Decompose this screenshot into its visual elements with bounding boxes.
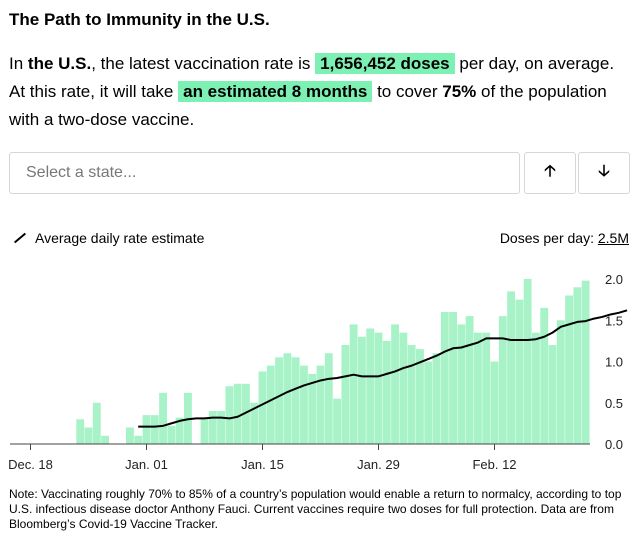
time-highlight: an estimated 8 months [178,81,373,102]
bar [498,316,507,445]
state-select-placeholder: Select a state... [26,164,137,181]
bar [217,411,226,444]
summary-part-3: per day, on average. At this rate, it wi… [9,54,615,101]
bar [126,427,134,444]
chart-legend: Average daily rate estimate [13,230,204,246]
bar [465,316,474,445]
summary-part-5: of the population with a two-dose vaccin… [9,82,607,129]
sort-down-button[interactable]: 🡣 [578,152,630,194]
bar [391,324,400,445]
units-max: 2.5M [597,230,629,246]
bar [416,349,424,444]
bar [101,435,110,444]
bar [565,295,574,444]
bar [208,411,217,444]
bar [540,307,549,445]
average-rate-line [138,309,628,428]
summary-part-2: , the latest vaccination rate is [91,54,316,73]
bar [283,353,292,444]
bar [424,361,433,444]
sort-up-button[interactable]: 🡡 [524,152,576,194]
bar [233,383,242,444]
bar [482,332,491,444]
bar [159,392,168,444]
y-tick-label: 0.5 [605,396,623,411]
bar [200,419,209,444]
bar [474,332,482,444]
y-axis: 0.0 0.5 1.0 1.5 2.0 [605,272,623,452]
bar [507,291,516,445]
page-title: The Path to Immunity in the U.S. [9,10,270,29]
bar [266,365,275,445]
arrow-up-icon: 🡡 [544,162,556,180]
units-label: Doses per day: 2.5M [500,230,629,246]
bar [366,328,375,444]
y-tick-label: 1.5 [605,313,623,328]
footnote: Note: Vaccinating roughly 70% to 85% of … [9,487,622,531]
bar [300,365,308,445]
region-name: the U.S. [27,54,92,73]
y-tick-label: 0.0 [605,437,623,452]
summary-text: In the U.S., the latest vaccination rate… [9,50,629,134]
bar [242,383,250,444]
coverage-percent: 75% [442,82,477,101]
rate-highlight: 1,656,452 doses [315,53,455,74]
bar [76,419,85,444]
x-tick-label: Jan. 01 [125,457,168,472]
bar [92,402,101,444]
bar [581,280,590,444]
summary-part-1: In [9,54,28,73]
bar [573,287,582,444]
bar [532,332,540,444]
bar [349,324,358,445]
y-tick-label: 2.0 [605,272,623,287]
bar [440,312,449,444]
bar-series [76,279,590,445]
bar [291,357,300,445]
x-tick-label: Dec. 18 [8,457,53,472]
bar [523,279,532,444]
x-ticks: Dec. 18 Jan. 01 Jan. 15 Jan. 29 Feb. 12 [8,444,517,472]
bar [407,345,416,444]
bar [316,365,325,445]
bar [167,425,176,444]
bar [449,312,458,444]
bar [84,427,93,444]
bar [134,435,143,444]
state-select[interactable]: Select a state... [9,152,520,194]
bar [374,332,383,444]
line-series [138,309,628,428]
bar [333,398,342,445]
vaccination-chart: 0.0 0.5 1.0 1.5 2.0 Dec. 18 Jan. 01 Jan. 15 Jan… [8,272,628,472]
bar [142,415,151,445]
bar [308,373,317,445]
bar [399,332,408,444]
bar [175,417,184,444]
bar [548,345,557,444]
bar [225,386,234,444]
bar [150,415,159,445]
bar [324,353,333,444]
bar [515,299,524,445]
units-text: Doses per day: [499,230,598,246]
x-tick-label: Jan. 29 [357,457,400,472]
x-tick-label: Feb. 12 [472,457,516,472]
arrow-down-icon: 🡣 [598,162,610,180]
bar [341,345,350,444]
bar [382,340,391,445]
legend-line-swatch [13,232,27,244]
bar [556,320,565,444]
bar [432,353,441,444]
bar [258,371,267,444]
bar [490,361,499,444]
y-tick-label: 1.0 [605,355,623,370]
summary-part-4: to cover [372,82,443,101]
bar [250,402,259,444]
bar [457,324,466,445]
bar [275,357,284,445]
legend-line-label: Average daily rate estimate [35,230,205,246]
x-tick-label: Jan. 15 [241,457,284,472]
bar [358,336,366,444]
